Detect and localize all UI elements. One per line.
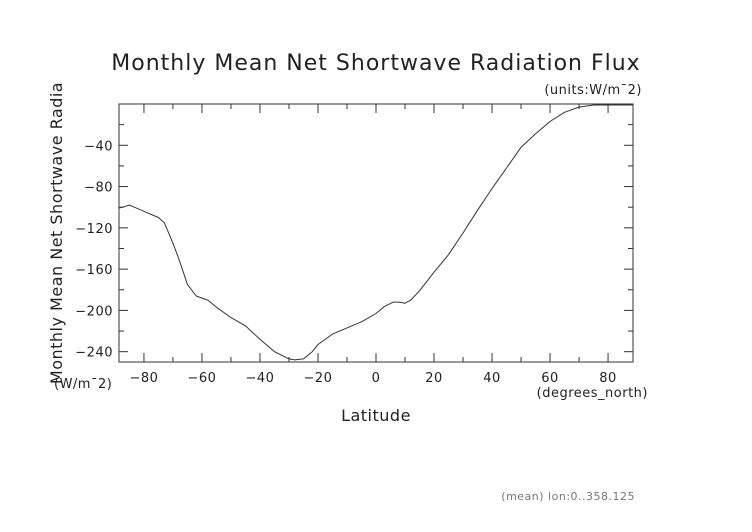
series-layer bbox=[118, 104, 633, 361]
x-axis-label: Latitude bbox=[341, 406, 411, 425]
y-axis-label: Monthly Mean Net Shortwave Radia bbox=[47, 82, 66, 384]
x-tick-label: −60 bbox=[187, 371, 216, 386]
x-axis: −80 −60 −40 −20 0 20 40 60 80 bbox=[129, 104, 616, 386]
units-label: (units:W/m¯2) bbox=[544, 83, 642, 98]
y-tick-label: −200 bbox=[75, 304, 113, 319]
x-tick-label: −80 bbox=[129, 371, 158, 386]
y-tick-label: −80 bbox=[84, 181, 113, 196]
x-tick-label: 20 bbox=[425, 371, 443, 386]
y-tick-label: −40 bbox=[84, 139, 113, 154]
x-tick-label: 60 bbox=[541, 371, 559, 386]
x-tick-label: −40 bbox=[246, 371, 275, 386]
y-units-label: (W/m¯2) bbox=[54, 377, 112, 392]
x-tick-label: 0 bbox=[372, 371, 381, 386]
y-tick-label: −160 bbox=[75, 263, 113, 278]
x-units-label: (degrees_north) bbox=[537, 386, 648, 401]
footer-note: (mean) lon:0..358.125 bbox=[501, 490, 635, 503]
y-tick-label: −240 bbox=[75, 346, 113, 361]
x-tick-label: −20 bbox=[304, 371, 333, 386]
x-tick-label: 80 bbox=[599, 371, 617, 386]
series-line bbox=[118, 104, 633, 361]
chart-title: Monthly Mean Net Shortwave Radiation Flu… bbox=[111, 51, 640, 76]
y-axis: −240 −200 −160 −120 −80 −40 bbox=[75, 124, 633, 361]
y-tick-label: −120 bbox=[75, 222, 113, 237]
plot-frame bbox=[118, 103, 634, 363]
x-tick-label: 40 bbox=[483, 371, 501, 386]
